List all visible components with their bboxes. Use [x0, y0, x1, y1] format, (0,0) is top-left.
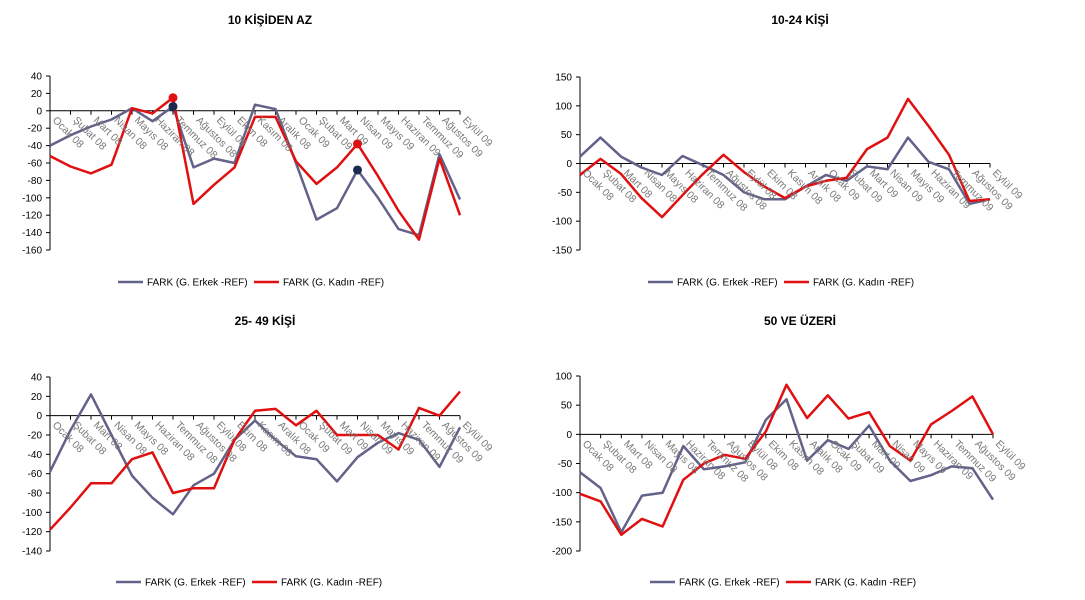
chart-3: 25- 49 KİŞİ -140 -120 -100 -80 -60 -40 -20 0 20 40…: [22, 313, 495, 589]
series-line-erkek: [579, 398, 995, 534]
legend-label: FARK (G. Erkek -REF): [679, 578, 780, 589]
y-tick-label: -140: [22, 547, 42, 558]
y-tick-label: -80: [28, 489, 43, 500]
data-point-marker: [353, 139, 362, 149]
y-tick-label: -40: [28, 141, 43, 152]
y-tick-label: -140: [22, 228, 42, 239]
y-tick-label: -20: [28, 124, 43, 135]
chart-1: 10 KİŞİDEN AZ -160 -140 -120 -100 -80 -60 -40 -2…: [22, 12, 495, 289]
y-tick-label: 100: [555, 372, 572, 383]
y-tick-label: 100: [555, 101, 572, 112]
y-tick-label: -120: [22, 527, 42, 538]
series-line-kadin: [579, 97, 991, 219]
data-point-marker: [353, 165, 362, 175]
y-tick-label: 40: [31, 72, 43, 83]
chart-title: 50 VE ÜZERİ: [764, 313, 836, 328]
chart-title: 10-24 KİŞİ: [771, 12, 828, 27]
y-tick-label: -200: [552, 547, 572, 558]
y-tick-label: 50: [561, 401, 573, 412]
y-tick-label: 0: [36, 106, 42, 117]
series-line-kadin: [49, 390, 461, 531]
y-tick-label: -150: [552, 246, 572, 257]
legend-label: FARK (G. Kadın -REF): [813, 278, 914, 289]
legend-label: FARK (G. Erkek -REF): [677, 278, 778, 289]
y-tick-label: -100: [552, 217, 572, 228]
y-tick-label: 50: [561, 130, 573, 141]
y-tick-label: 150: [555, 73, 572, 84]
y-tick-label: -60: [28, 159, 43, 170]
y-tick-label: -160: [22, 246, 42, 257]
y-tick-label: 0: [566, 430, 572, 441]
chart-title: 25- 49 KİŞİ: [235, 313, 296, 328]
y-tick-label: -100: [22, 508, 42, 519]
y-tick-label: -50: [558, 188, 573, 199]
series-line-erkek: [48, 393, 462, 516]
chart-title: 10 KİŞİDEN AZ: [228, 12, 312, 27]
y-tick-label: 40: [31, 373, 43, 384]
series-line-kadin: [49, 96, 462, 241]
y-tick-label: -150: [552, 517, 572, 528]
legend-label: FARK (G. Kadın -REF): [815, 578, 916, 589]
y-tick-label: -20: [28, 431, 43, 442]
data-point-marker: [168, 93, 178, 103]
legend-label: FARK (G. Erkek -REF): [147, 278, 248, 289]
y-tick-label: -50: [558, 459, 573, 470]
y-tick-label: 20: [31, 392, 43, 403]
legend-label: FARK (G. Kadın -REF): [281, 578, 382, 589]
y-tick-label: 20: [31, 89, 43, 100]
y-tick-label: -100: [552, 488, 572, 499]
y-tick-label: -40: [28, 450, 43, 461]
data-point-marker: [168, 101, 178, 111]
legend-label: FARK (G. Erkek -REF): [145, 578, 246, 589]
series-line-kadin: [579, 383, 995, 536]
y-tick-label: -100: [22, 193, 42, 204]
y-tick-label: 0: [566, 159, 572, 170]
series-line-erkek: [49, 103, 462, 237]
y-tick-label: -80: [28, 176, 43, 187]
y-tick-label: 0: [36, 411, 42, 422]
y-tick-label: -60: [28, 469, 43, 480]
y-tick-label: -120: [22, 211, 42, 222]
legend-label: FARK (G. Kadın -REF): [283, 278, 384, 289]
